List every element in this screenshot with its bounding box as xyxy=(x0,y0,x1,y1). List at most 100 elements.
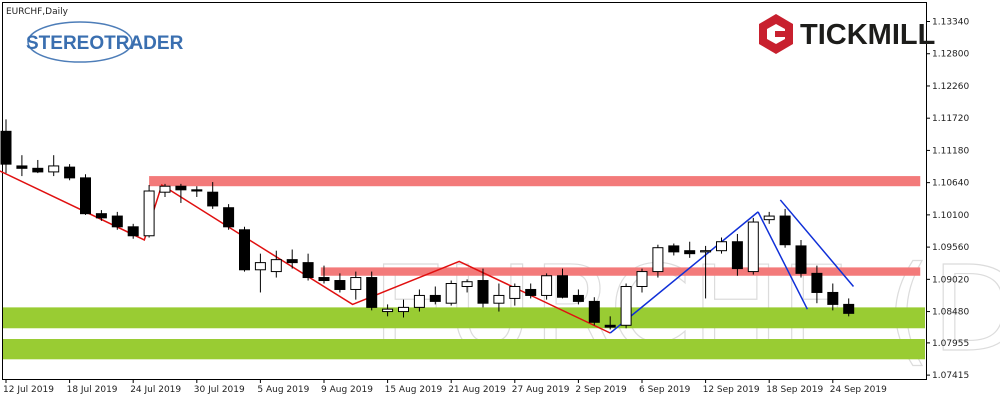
candle xyxy=(382,304,394,317)
candle xyxy=(398,299,409,318)
candle xyxy=(652,244,664,278)
candle-body-up xyxy=(159,185,171,193)
candle-body-down xyxy=(477,280,489,304)
candle xyxy=(366,271,378,311)
candle xyxy=(429,286,441,305)
candle-body-down xyxy=(604,324,616,328)
candle xyxy=(827,283,839,311)
candle-body-up xyxy=(620,285,632,326)
candle-body-down xyxy=(731,241,743,270)
candle xyxy=(461,279,473,293)
x-tick-label: 18 Sep 2019 xyxy=(766,385,823,395)
candle xyxy=(588,297,600,326)
candle-body-down xyxy=(318,277,330,282)
trendline-blue-2 xyxy=(757,211,809,310)
y-axis: 1.13340 1.12800 1.12260 1.11720 1.11180 1.106… xyxy=(926,18,969,381)
candle-body-up xyxy=(382,308,394,313)
y-tick-label: 1.09560 xyxy=(932,243,969,253)
y-tick-label: 1.10640 xyxy=(932,179,969,189)
candle xyxy=(525,283,537,299)
y-tick-label: 1.12260 xyxy=(932,82,969,92)
candle-body-up xyxy=(461,281,473,287)
candle-body-down xyxy=(668,245,680,253)
candle-body-down xyxy=(684,250,696,255)
trendline-blue-1 xyxy=(609,211,759,334)
candle xyxy=(557,268,568,299)
candle xyxy=(0,119,12,174)
candle xyxy=(684,241,696,258)
candle-body-down xyxy=(207,191,219,207)
x-tick-label: 27 Aug 2019 xyxy=(512,385,570,395)
x-tick-label: 6 Sep 2019 xyxy=(639,385,691,395)
candle-body-up xyxy=(763,215,775,221)
candle xyxy=(207,182,219,209)
candle-body-down xyxy=(843,303,855,314)
x-tick-label: 18 Jul 2019 xyxy=(67,385,118,395)
candle-body-up xyxy=(636,271,648,287)
x-axis: 12 Jul 2019 18 Jul 2019 24 Jul 2019 30 Jul … xyxy=(3,379,887,395)
candle xyxy=(477,268,489,308)
zone-support-lower xyxy=(3,339,925,360)
candle xyxy=(48,155,60,177)
candle xyxy=(350,271,362,300)
candle-body-up xyxy=(48,165,60,173)
candle xyxy=(318,265,330,284)
candle-body-down xyxy=(0,130,12,165)
candle-body-down xyxy=(811,272,823,293)
candle xyxy=(747,217,759,275)
candle-body-up xyxy=(254,262,266,271)
candle xyxy=(716,237,727,254)
candle-body-down xyxy=(588,300,600,323)
candle xyxy=(700,245,712,299)
x-tick-label: 15 Aug 2019 xyxy=(385,385,443,395)
candle xyxy=(413,289,425,312)
candle xyxy=(16,155,28,177)
x-tick-label: 12 Jul 2019 xyxy=(3,385,54,395)
candle xyxy=(32,159,44,174)
candle xyxy=(334,273,346,293)
y-tick-label: 1.08480 xyxy=(932,308,969,318)
candle xyxy=(239,226,250,272)
y-tick-label: 1.10100 xyxy=(932,211,969,221)
candle-body-down xyxy=(334,280,346,290)
candle xyxy=(64,164,76,181)
y-tick-label: 1.11720 xyxy=(932,114,969,124)
candle xyxy=(668,243,680,256)
candle xyxy=(175,183,187,203)
candle xyxy=(636,268,648,293)
candle-body-down xyxy=(795,245,807,274)
candle xyxy=(843,298,855,317)
candle-body-down xyxy=(572,294,584,302)
candle-body-up xyxy=(716,241,727,252)
candle-body-up xyxy=(747,221,759,273)
candle xyxy=(159,183,171,197)
y-tick-label: 1.12800 xyxy=(932,50,969,60)
y-tick-label: 1.07415 xyxy=(932,371,969,381)
candle-body-down xyxy=(32,167,44,173)
candle-body-down xyxy=(80,177,91,215)
candle-body-up xyxy=(350,277,362,290)
candle-body-down xyxy=(366,277,378,308)
candle-body-up xyxy=(509,285,521,299)
candle xyxy=(270,250,282,278)
candle-body-up xyxy=(398,306,409,313)
x-tick-label: 9 Aug 2019 xyxy=(321,385,373,395)
candle xyxy=(445,280,457,306)
candle xyxy=(111,211,123,230)
y-tick-label: 1.07955 xyxy=(932,339,969,349)
tickmill-logo: TICKMILL xyxy=(759,14,935,54)
candle-body-down xyxy=(16,165,28,169)
candle-body-up xyxy=(143,190,155,237)
candle xyxy=(604,316,616,330)
candle-body-down xyxy=(239,229,250,271)
x-tick-label: 21 Aug 2019 xyxy=(448,385,506,395)
candle-body-up xyxy=(270,259,282,273)
zone-resistance-lower xyxy=(320,267,921,276)
candle xyxy=(286,249,298,269)
candle xyxy=(779,208,791,248)
candle-body-down xyxy=(429,294,441,302)
candle xyxy=(127,223,139,239)
candle xyxy=(763,211,775,224)
trendline-blue-3 xyxy=(779,199,855,287)
candle-body-down xyxy=(127,226,139,237)
